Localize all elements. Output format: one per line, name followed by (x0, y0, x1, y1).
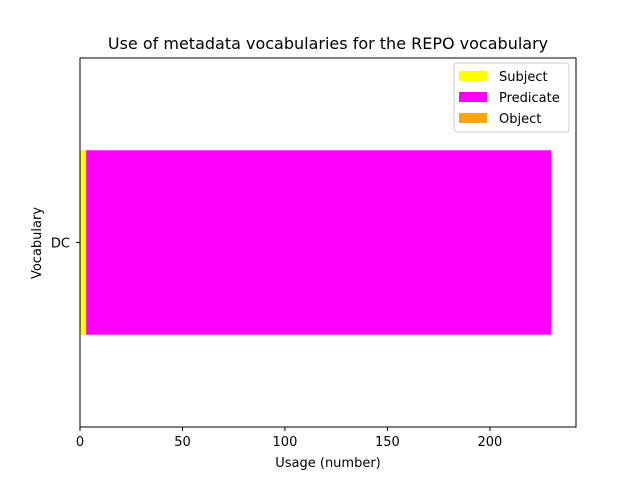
x-tick-label: 100 (273, 435, 298, 450)
plot-area: DC 0 50 100 150 200 (51, 57, 577, 450)
y-axis-label: Vocabulary (30, 207, 45, 279)
legend-label-object: Object (499, 112, 541, 127)
y-tick-label: DC (51, 237, 70, 252)
bar-predicate-dc (86, 150, 552, 335)
legend-label-predicate: Predicate (499, 91, 560, 106)
x-tick-label: 50 (174, 435, 191, 450)
plot-frame (79, 57, 577, 428)
x-tick-label: 150 (375, 435, 400, 450)
chart-title: Use of metadata vocabularies for the REP… (108, 34, 548, 53)
x-tick-label: 0 (76, 435, 84, 450)
legend: Subject Predicate Object (453, 62, 570, 133)
legend-swatch-subject (459, 71, 487, 81)
legend-label-subject: Subject (499, 70, 548, 85)
x-tick-label: 200 (478, 435, 503, 450)
legend-swatch-predicate (459, 92, 487, 102)
bar-subject-dc (80, 150, 87, 335)
legend-swatch-object (459, 113, 487, 123)
x-axis-label: Usage (number) (275, 456, 381, 471)
